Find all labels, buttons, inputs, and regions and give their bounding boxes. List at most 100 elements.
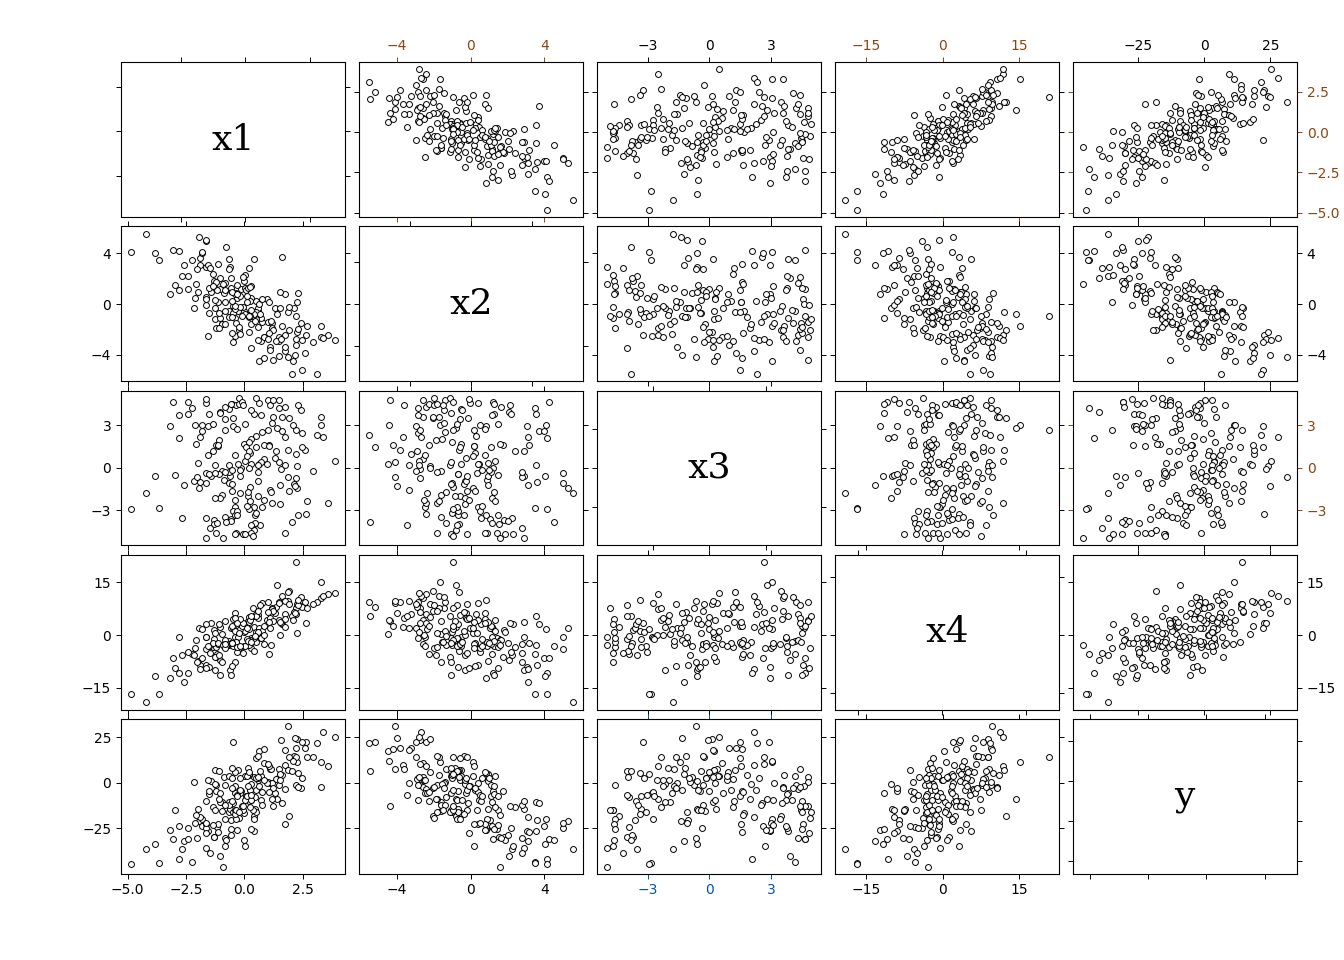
Point xyxy=(418,437,439,452)
Point xyxy=(1113,399,1134,415)
Point xyxy=(535,186,556,202)
Point xyxy=(797,105,818,120)
Point xyxy=(597,637,618,653)
Point xyxy=(228,612,250,627)
Point xyxy=(954,299,976,314)
Point xyxy=(761,621,782,636)
Point xyxy=(919,816,941,831)
Point xyxy=(414,131,435,146)
Point xyxy=(992,758,1013,774)
Point xyxy=(269,400,290,416)
Point xyxy=(226,285,247,300)
Point xyxy=(792,134,813,150)
Point xyxy=(226,525,247,540)
Point xyxy=(1198,496,1219,512)
Point xyxy=(418,784,439,800)
Point xyxy=(517,674,539,689)
Point xyxy=(286,285,308,300)
Point xyxy=(204,293,226,308)
Point xyxy=(199,786,220,802)
Point xyxy=(1214,313,1235,328)
Point xyxy=(673,284,695,300)
Point xyxy=(915,150,937,165)
Point xyxy=(684,777,706,792)
Point xyxy=(704,612,726,628)
Point xyxy=(734,805,755,821)
Point xyxy=(992,67,1013,83)
Point xyxy=(445,760,466,776)
Point xyxy=(445,577,466,592)
Point xyxy=(1005,420,1027,436)
Point xyxy=(993,762,1015,778)
Point xyxy=(980,314,1001,329)
Point xyxy=(628,613,649,629)
Point xyxy=(898,174,919,189)
Point xyxy=(233,799,254,814)
Point xyxy=(978,74,1000,89)
Point xyxy=(1128,269,1149,284)
Point xyxy=(977,324,999,340)
Point xyxy=(950,793,972,808)
Point xyxy=(220,760,242,776)
Point xyxy=(913,128,934,143)
Point xyxy=(262,799,284,814)
Point xyxy=(723,103,745,118)
Point xyxy=(243,516,265,532)
Point xyxy=(1164,410,1185,425)
Point xyxy=(1189,525,1211,540)
Point xyxy=(231,799,253,814)
Point xyxy=(931,790,953,805)
Point xyxy=(929,282,950,298)
Point xyxy=(317,327,339,343)
Point xyxy=(925,807,946,823)
Point xyxy=(415,758,437,774)
Point xyxy=(258,295,280,310)
Point xyxy=(797,108,818,123)
Point xyxy=(398,107,419,122)
Point xyxy=(762,306,784,322)
Point xyxy=(448,467,469,482)
Point xyxy=(770,808,792,824)
Point xyxy=(672,348,694,363)
Point xyxy=(265,772,286,787)
Point xyxy=(1198,638,1219,654)
Point xyxy=(407,407,429,422)
Point xyxy=(212,276,234,292)
Point xyxy=(629,301,650,317)
Point xyxy=(513,121,535,136)
Point xyxy=(1191,282,1212,298)
Point xyxy=(973,333,995,348)
Point xyxy=(192,650,214,665)
Point xyxy=(723,793,745,808)
Point xyxy=(754,294,775,309)
Point xyxy=(950,477,972,492)
Point xyxy=(673,257,695,273)
Point xyxy=(665,107,687,122)
Point xyxy=(640,252,661,268)
Point xyxy=(1199,103,1220,118)
Point xyxy=(241,456,262,471)
Point xyxy=(788,633,809,648)
Point xyxy=(501,841,523,856)
Point xyxy=(1231,493,1253,509)
Point xyxy=(1214,348,1235,364)
Point xyxy=(603,624,625,639)
Point xyxy=(409,732,430,748)
Point xyxy=(1140,630,1161,645)
Point xyxy=(378,626,399,641)
Point xyxy=(1179,131,1200,146)
Point xyxy=(469,120,491,135)
Point xyxy=(214,640,235,656)
Point xyxy=(1212,650,1234,665)
Point xyxy=(921,256,942,272)
Point xyxy=(883,468,905,483)
Point xyxy=(442,766,464,781)
Point xyxy=(945,741,966,756)
Point xyxy=(271,616,293,632)
Point xyxy=(230,638,251,654)
Point xyxy=(207,282,228,298)
Point xyxy=(277,469,298,485)
Point xyxy=(700,88,722,104)
Point xyxy=(222,305,243,321)
Point xyxy=(255,456,277,471)
